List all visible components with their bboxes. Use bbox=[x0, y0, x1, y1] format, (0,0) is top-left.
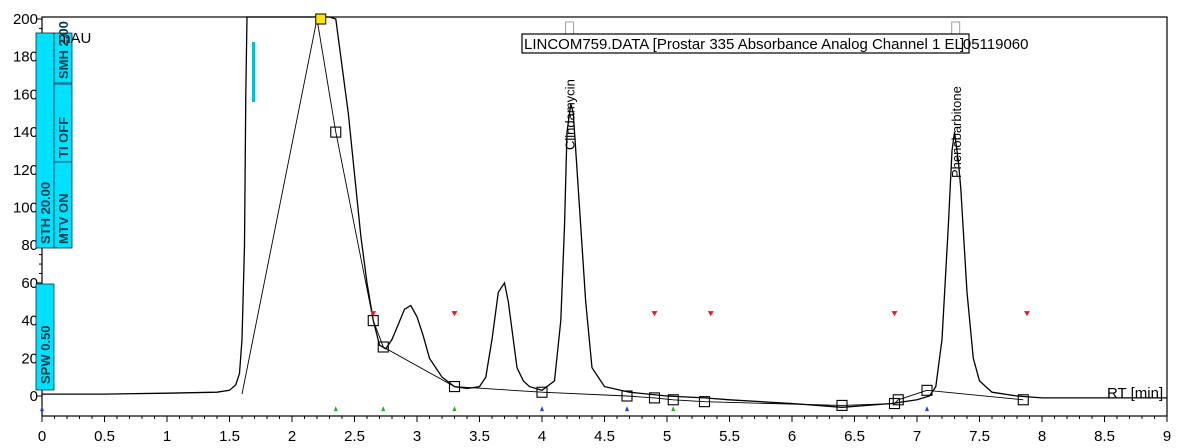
x-tick-label: 6.5 bbox=[844, 428, 865, 445]
y-tick-label: 180 bbox=[13, 49, 38, 66]
peak-marker bbox=[330, 126, 342, 138]
x-tick-label: 4.5 bbox=[594, 428, 615, 445]
event-marker-red bbox=[1024, 311, 1030, 317]
x-tick-label: 9 bbox=[1163, 428, 1171, 445]
y-tick-label: 200 bbox=[13, 11, 38, 28]
x-tick-label: 6 bbox=[788, 428, 796, 445]
x-tick-label: 1.5 bbox=[219, 428, 240, 445]
peak-marker bbox=[648, 392, 661, 404]
annotation-text: MTV ON bbox=[56, 193, 71, 244]
chart-title-close: ] bbox=[960, 36, 964, 53]
x-tick-label: 8.5 bbox=[1094, 428, 1115, 445]
plot-area: Clindamycin Phenobarbitone bbox=[40, 13, 1167, 412]
y-tick-label: 60 bbox=[21, 275, 38, 292]
chromatogram-trace bbox=[42, 16, 1167, 408]
peak-marker bbox=[836, 399, 848, 411]
event-marker-red bbox=[891, 311, 898, 317]
y-tick-label: 120 bbox=[13, 162, 38, 179]
annotation-text: STH 20.00 bbox=[38, 182, 53, 244]
chart-title: LINCOM759.DATA [Prostar 335 Absorbance A… bbox=[524, 36, 1029, 53]
y-tick-label: 20 bbox=[21, 350, 38, 367]
event-marker-green bbox=[333, 406, 338, 412]
peak-marker bbox=[621, 390, 633, 402]
peak-marker bbox=[892, 394, 904, 406]
annotation-box bbox=[35, 283, 55, 391]
y-tick-label: 140 bbox=[13, 124, 38, 141]
peak-marker bbox=[1017, 394, 1029, 406]
plot-frame bbox=[41, 16, 1168, 417]
peak-marker bbox=[667, 394, 679, 406]
event-marker-green bbox=[452, 406, 457, 412]
y-tick-label: 0 bbox=[30, 388, 38, 405]
x-tick-label: 7.5 bbox=[969, 428, 990, 445]
marker-bar bbox=[252, 42, 255, 102]
chart-axes: 0 0.5 1 1.5 2 2.5 3 3.5 4 4.5 5 5.5 6 6.5 7 7.5 8 8.5 9 0 20… bbox=[13, 11, 1171, 445]
y-tick-label: 40 bbox=[21, 313, 38, 330]
x-tick-label: 7 bbox=[913, 428, 921, 445]
y-tick-label: 80 bbox=[21, 237, 38, 254]
x-tick-label: 4 bbox=[538, 428, 546, 445]
annotation-text: SMH 2.00 bbox=[56, 21, 71, 79]
annotation-boxes: STH 20.00 SMH 2.00 TI OFF MTV ON SPW 0.50 bbox=[35, 21, 255, 391]
x-tick-label: 8 bbox=[1038, 428, 1046, 445]
event-marker-blue bbox=[40, 406, 44, 412]
x-tick-label: 5.5 bbox=[719, 428, 740, 445]
peak-marker-start bbox=[315, 13, 327, 25]
event-marker-red bbox=[651, 311, 658, 317]
event-marker-blue bbox=[540, 406, 544, 412]
chart-title-box bbox=[521, 33, 970, 54]
annotation-text: SPW 0.50 bbox=[38, 325, 53, 384]
y-tick-label: 160 bbox=[13, 86, 38, 103]
annotation-box bbox=[53, 161, 73, 249]
peak-marker bbox=[921, 384, 933, 396]
peak-marker bbox=[698, 396, 711, 408]
peak-marker bbox=[448, 381, 461, 393]
integration-baseline bbox=[241, 18, 1024, 406]
x-tick-label: 2 bbox=[288, 428, 296, 445]
peak-label: Clindamycin bbox=[563, 79, 578, 150]
event-marker-red bbox=[707, 311, 714, 317]
peak-marker bbox=[536, 386, 548, 398]
peak-label: Phenobarbitone bbox=[949, 86, 964, 178]
x-tick-label: 2.5 bbox=[344, 428, 365, 445]
annotation-box bbox=[53, 32, 73, 84]
x-axis-label: RT [min] bbox=[1107, 385, 1163, 402]
y-axis-label: mAU bbox=[58, 30, 91, 47]
x-tick-label: 0 bbox=[38, 428, 46, 445]
event-marker-green bbox=[381, 406, 386, 412]
x-tick-label: 0.5 bbox=[94, 428, 115, 445]
annotation-text: TI OFF bbox=[56, 117, 71, 158]
x-tick-label: 1 bbox=[163, 428, 171, 445]
event-marker-blue bbox=[625, 406, 629, 412]
x-tick-label: 3.5 bbox=[469, 428, 490, 445]
peak-label-tab bbox=[951, 21, 961, 35]
x-tick-label: 3 bbox=[413, 428, 421, 445]
peak-marker bbox=[888, 397, 901, 410]
event-marker-blue bbox=[925, 406, 929, 412]
y-tick-label: 100 bbox=[13, 200, 38, 217]
x-tick-label: 5 bbox=[663, 428, 671, 445]
event-marker-red bbox=[370, 311, 377, 317]
event-marker-green bbox=[671, 406, 676, 412]
peak-marker bbox=[377, 341, 389, 353]
peak-label-tab bbox=[565, 21, 574, 35]
event-marker-red bbox=[451, 311, 458, 317]
